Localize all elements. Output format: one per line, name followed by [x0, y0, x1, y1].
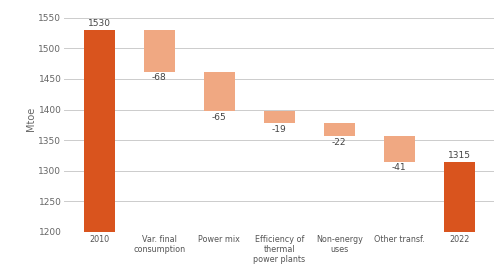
Y-axis label: Mtoe: Mtoe: [26, 107, 36, 131]
Text: 1530: 1530: [88, 19, 111, 28]
Text: -19: -19: [272, 125, 286, 134]
Bar: [324, 123, 355, 136]
Text: 1315: 1315: [448, 151, 471, 160]
Bar: [384, 136, 415, 161]
Bar: [444, 161, 475, 232]
Text: -65: -65: [212, 113, 226, 122]
Bar: [84, 30, 115, 232]
Text: -68: -68: [152, 73, 166, 82]
Text: -22: -22: [332, 138, 346, 147]
Bar: [264, 111, 295, 123]
Bar: [204, 72, 235, 111]
Bar: [144, 30, 175, 72]
Text: -41: -41: [392, 163, 406, 172]
